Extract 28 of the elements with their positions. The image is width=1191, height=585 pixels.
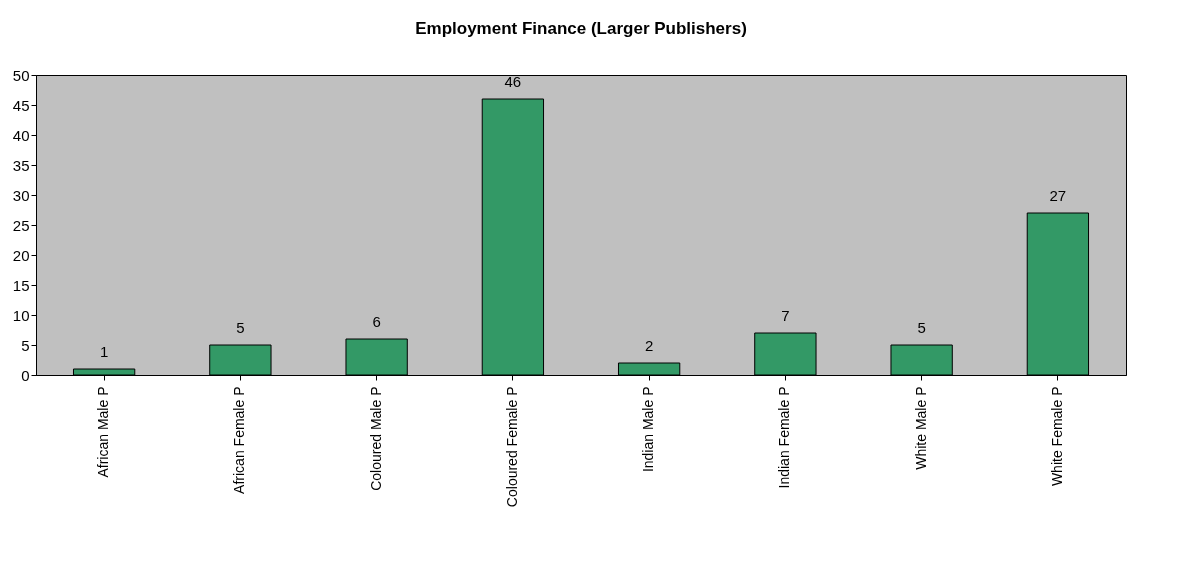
data-label: 27: [1049, 187, 1067, 204]
x-tick-label: Coloured Male P: [367, 386, 384, 491]
data-label: 46: [504, 73, 522, 90]
data-label: 5: [236, 319, 245, 336]
chart-title: Employment Finance (Larger Publishers): [415, 19, 747, 38]
y-tick-label: 50: [12, 66, 30, 84]
y-tick-label: 30: [12, 186, 30, 204]
y-tick-label: 15: [12, 276, 30, 294]
data-label: 2: [644, 337, 654, 354]
x-tick-label: Coloured Female P: [503, 386, 520, 508]
y-tick-label: 35: [12, 156, 30, 174]
x-tick-label: Indian Male P: [640, 386, 657, 473]
y-tick-label: 25: [12, 216, 30, 234]
x-tick-label: White Female P: [1048, 386, 1065, 487]
y-tick-label: 0: [21, 366, 30, 384]
data-label: 7: [781, 307, 790, 324]
x-tick-label: White Male P: [912, 386, 929, 470]
data-label: 1: [99, 343, 109, 360]
data-label: 5: [917, 319, 926, 336]
y-tick-label: 10: [12, 306, 30, 324]
x-tick-label: African Female P: [231, 386, 248, 494]
x-tick-label: African Male P: [95, 386, 112, 478]
data-label: 6: [372, 313, 381, 330]
y-tick-label: 45: [12, 96, 30, 114]
x-tick-label: Indian Female P: [776, 386, 793, 489]
y-tick-label: 20: [12, 246, 30, 264]
y-tick-label: 5: [21, 336, 30, 354]
y-tick-label: 40: [12, 126, 30, 144]
